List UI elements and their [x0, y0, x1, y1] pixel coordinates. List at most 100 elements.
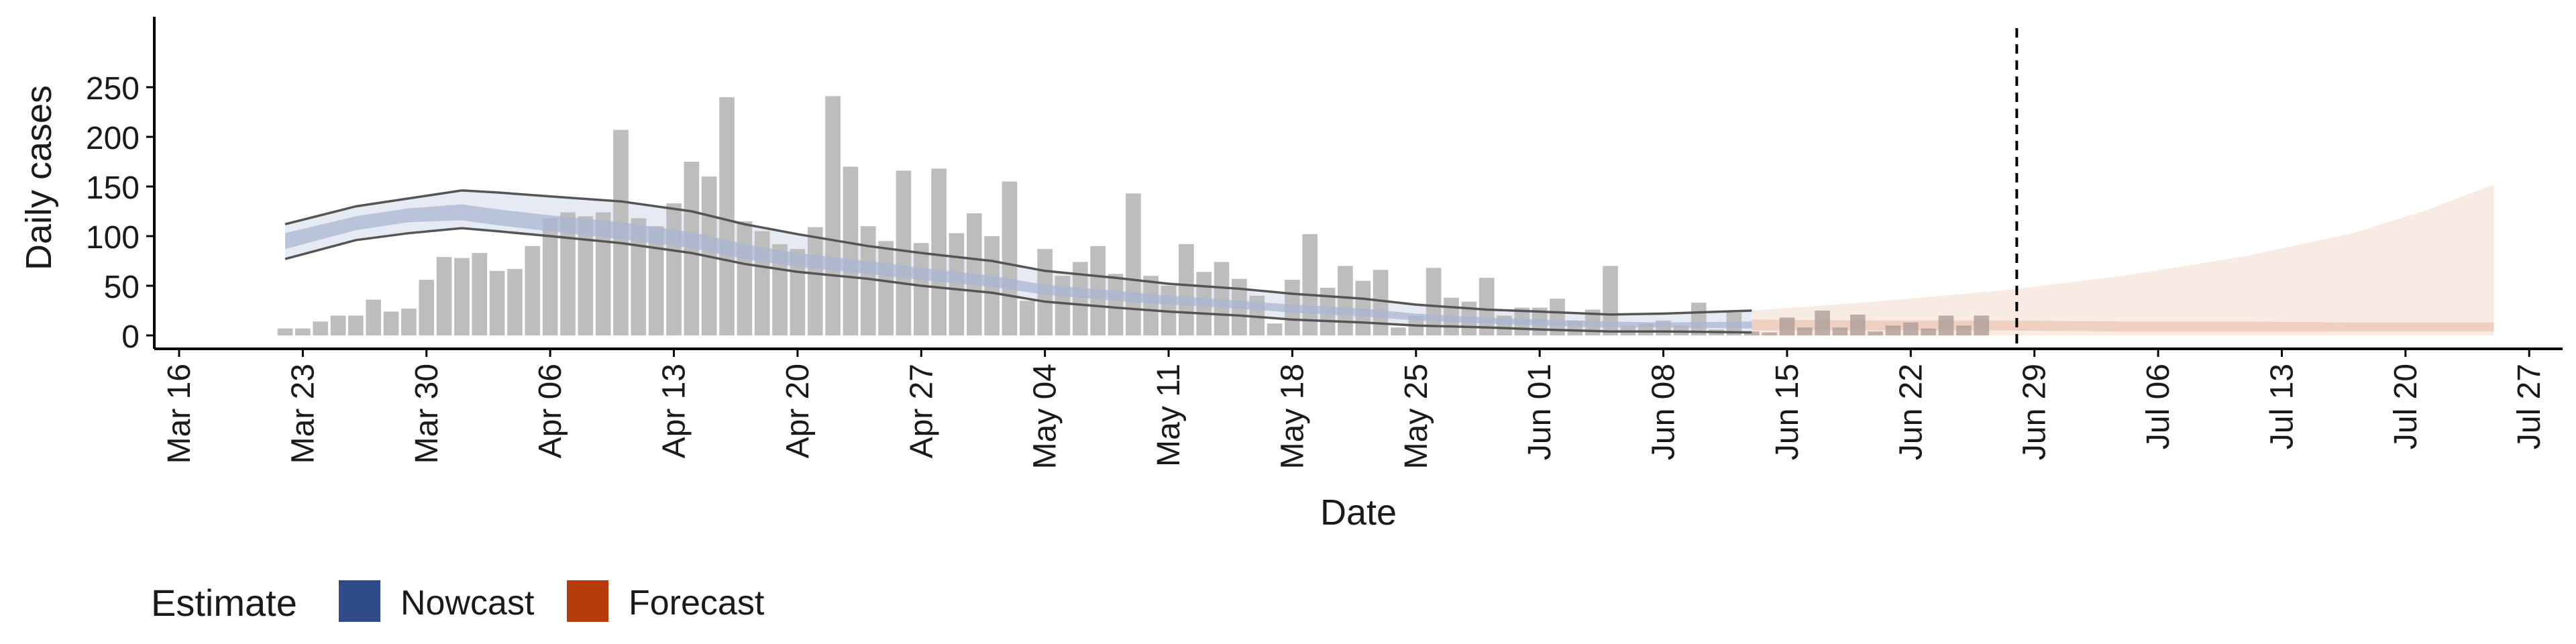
y-axis-ticks: 0 50 100 150 200 250	[86, 71, 154, 355]
forecast-bar	[1902, 322, 1919, 335]
forecast-inner-band	[1752, 319, 2494, 332]
x-tick-label: Jun 22	[1893, 364, 1929, 460]
bar	[454, 258, 470, 335]
bar	[1373, 270, 1389, 335]
bar	[1690, 303, 1707, 335]
bar	[295, 328, 311, 335]
x-tick-label: Jul 13	[2264, 364, 2300, 449]
bar	[878, 241, 894, 335]
bar	[1108, 274, 1124, 335]
forecast-bar	[1815, 311, 1830, 335]
bar	[1603, 266, 1618, 335]
bar	[383, 311, 399, 335]
bar	[843, 166, 859, 335]
x-tick-label: Apr 20	[780, 364, 816, 458]
bar	[684, 162, 700, 335]
y-tick-label: 150	[86, 170, 140, 206]
x-tick-label: Apr 06	[533, 364, 568, 458]
bar	[348, 315, 364, 335]
bar	[666, 203, 682, 335]
forecast-bar	[1868, 331, 1883, 335]
legend-swatch-nowcast	[339, 580, 380, 622]
legend-label-nowcast: Nowcast	[400, 584, 535, 623]
bar	[737, 221, 753, 335]
x-tick-label: Mar 16	[162, 364, 197, 464]
nowcast-outer-band	[285, 190, 1752, 333]
forecast-bar	[1796, 327, 1813, 335]
forecast-bar	[1885, 325, 1901, 335]
bar	[825, 96, 841, 335]
x-axis-title: Date	[1320, 492, 1397, 533]
bar	[313, 321, 329, 335]
bar	[1267, 323, 1283, 335]
x-tick-label: Jul 27	[2512, 364, 2547, 449]
x-tick-label: Jun 29	[2017, 364, 2053, 460]
nowcast-lower-line	[284, 227, 1752, 334]
x-tick-label: Jun 15	[1770, 364, 1805, 460]
forecast-bar	[1938, 315, 1954, 335]
bar	[949, 233, 965, 335]
bar	[525, 246, 541, 335]
bar	[595, 212, 611, 335]
forecast-bar	[1779, 317, 1795, 335]
bar	[896, 170, 912, 335]
forecast-bar	[1974, 315, 1990, 335]
bar	[277, 328, 293, 335]
bar	[772, 244, 788, 335]
bar	[1055, 276, 1071, 335]
x-tick-label: Apr 27	[904, 364, 939, 458]
legend-label-forecast: Forecast	[629, 584, 765, 623]
bar	[860, 226, 876, 335]
x-tick-label: May 18	[1275, 364, 1310, 469]
forecast-bar	[1956, 325, 1972, 335]
bar	[1002, 181, 1018, 335]
axes: 0 50 100 150 200 250 Mar 16 Mar 23 Mar 30 Apr 06…	[86, 17, 2563, 469]
legend-title: Estimate	[151, 582, 297, 624]
y-tick-label: 100	[86, 220, 140, 256]
bar	[542, 218, 558, 335]
bar	[1214, 262, 1230, 335]
x-tick-label: May 11	[1151, 364, 1187, 467]
y-tick-label: 200	[86, 121, 140, 156]
bar	[1143, 276, 1159, 335]
bar	[1126, 193, 1141, 335]
bar	[931, 168, 947, 335]
forecast-bar	[1832, 327, 1848, 335]
forecast-bar	[1743, 331, 1760, 335]
bar	[1179, 244, 1194, 335]
bar	[1391, 327, 1406, 335]
bar	[472, 253, 488, 335]
bar	[366, 299, 382, 335]
bar	[1338, 266, 1353, 335]
bar	[1355, 280, 1371, 335]
bar	[507, 268, 523, 335]
y-tick-label: 250	[86, 71, 140, 107]
x-tick-label: Jul 06	[2141, 364, 2176, 449]
x-axis-ticks: Mar 16 Mar 23 Mar 30 Apr 06 Apr 13 Apr 20 Apr …	[162, 349, 2547, 469]
forecast-bar	[1762, 332, 1777, 335]
bar	[436, 257, 452, 335]
bar	[913, 243, 929, 335]
bar	[489, 270, 505, 335]
forecast-outer-band	[1752, 184, 2494, 335]
x-tick-label: Apr 13	[657, 364, 692, 458]
bar	[807, 227, 823, 335]
bar	[1673, 325, 1689, 335]
bar	[719, 97, 735, 336]
legend: Estimate Nowcast Forecast	[151, 580, 765, 624]
forecast-bar	[1921, 328, 1936, 335]
x-tick-label: Mar 30	[409, 364, 445, 464]
bar	[330, 315, 346, 335]
bar	[419, 280, 435, 335]
y-tick-label: 0	[121, 319, 140, 355]
y-axis-title: Daily cases	[19, 85, 59, 270]
x-tick-label: May 25	[1399, 364, 1434, 469]
bar	[1550, 299, 1565, 335]
y-tick-label: 50	[104, 270, 140, 305]
nowcast-inner-band	[285, 204, 1752, 329]
bar	[1073, 262, 1088, 335]
forecast-bar	[1849, 314, 1866, 335]
bar	[401, 309, 417, 335]
x-tick-label: Jun 01	[1522, 364, 1558, 460]
